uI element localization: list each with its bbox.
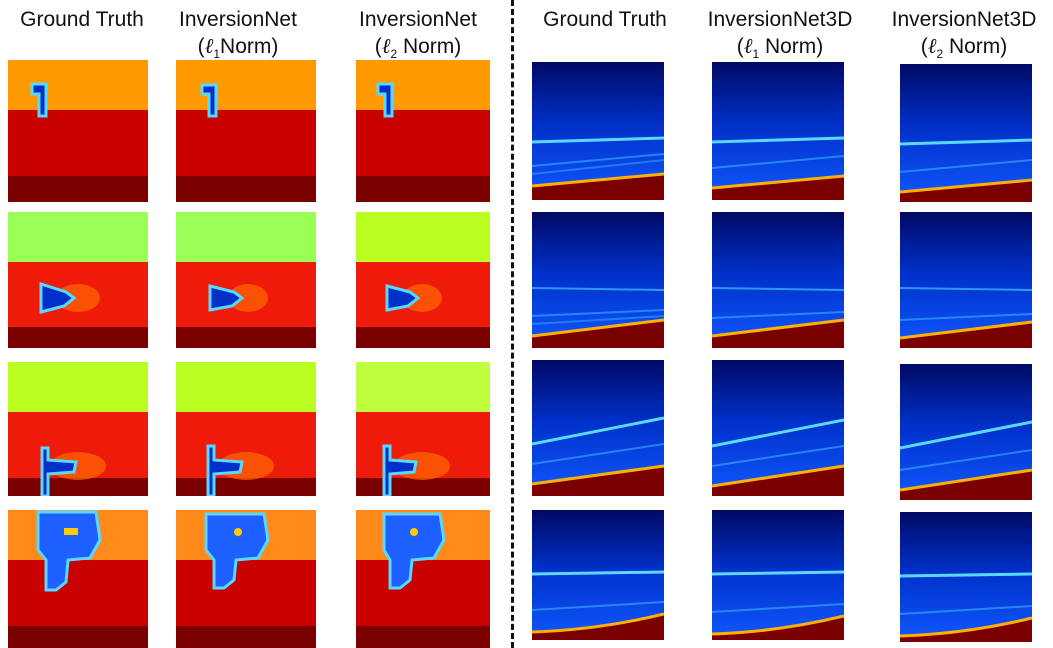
header-title: InversionNet (359, 8, 477, 31)
seismic-r4-l1 (712, 510, 844, 640)
header-title: Ground Truth (20, 8, 144, 31)
velocity-map-r2-ground-truth (8, 212, 148, 348)
header-inversionnet3d-l1: InversionNet3D (ℓ1 Norm) (695, 6, 865, 68)
velocity-map-r4-l2 (356, 510, 490, 648)
seismic-r1-l2 (900, 64, 1032, 202)
velocity-map-r1-l1 (176, 60, 316, 202)
header-subtitle: (ℓ2 Norm) (374, 34, 462, 62)
header-title: Ground Truth (543, 8, 667, 31)
seismic-r4-l2 (900, 512, 1032, 642)
seismic-r3-l2 (900, 364, 1032, 500)
header-title: InversionNet (179, 8, 297, 31)
seismic-r1-ground-truth (532, 62, 664, 200)
velocity-map-r4-l1 (176, 510, 316, 648)
velocity-map-r3-ground-truth (8, 362, 148, 496)
velocity-map-r1-l2 (356, 60, 490, 202)
header-subtitle: (ℓ1Norm) (197, 34, 279, 62)
header-title: InversionNet3D (707, 8, 853, 31)
header-title: InversionNet3D (891, 8, 1037, 31)
velocity-map-r3-l1 (176, 362, 316, 496)
header-ground-truth-left: Ground Truth (8, 6, 156, 33)
velocity-map-r2-l2 (356, 212, 490, 348)
header-subtitle: (ℓ2 Norm) (920, 34, 1008, 62)
seismic-r3-ground-truth (532, 360, 664, 496)
velocity-map-r4-ground-truth (8, 510, 148, 648)
seismic-r3-l1 (712, 360, 844, 496)
seismic-r4-ground-truth (532, 510, 664, 640)
velocity-map-r1-ground-truth (8, 60, 148, 202)
header-subtitle: (ℓ1 Norm) (736, 34, 824, 62)
seismic-r2-ground-truth (532, 212, 664, 348)
header-inversionnet3d-l2: InversionNet3D (ℓ2 Norm) (878, 6, 1050, 68)
velocity-map-r3-l2 (356, 362, 490, 496)
header-inversionnet-l2: InversionNet (ℓ2 Norm) (348, 6, 488, 68)
seismic-r2-l1 (712, 212, 844, 348)
header-ground-truth-right: Ground Truth (530, 6, 680, 33)
seismic-r1-l1 (712, 62, 844, 200)
header-inversionnet-l1: InversionNet (ℓ1Norm) (168, 6, 308, 68)
seismic-r2-l2 (900, 212, 1032, 348)
dashed-divider (511, 0, 514, 648)
velocity-map-r2-l1 (176, 212, 316, 348)
